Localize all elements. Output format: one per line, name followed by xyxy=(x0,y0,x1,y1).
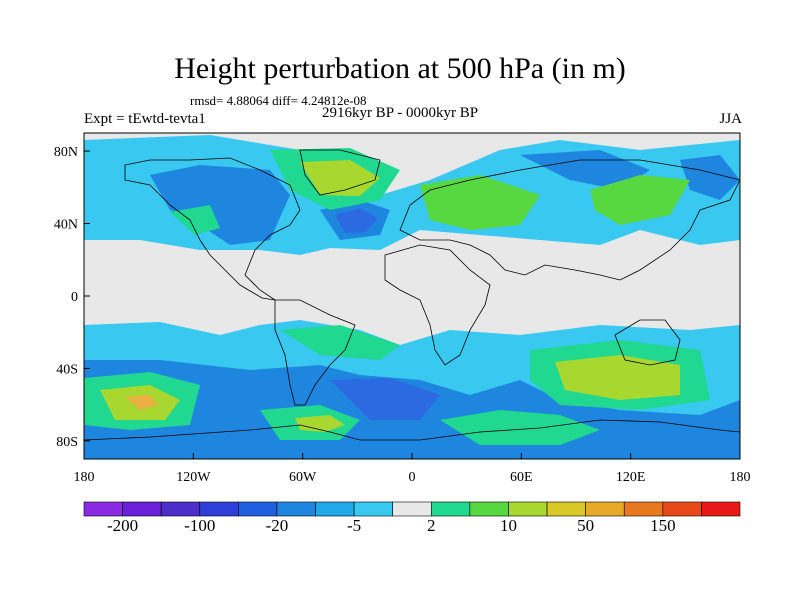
colorbar-swatch xyxy=(508,501,548,517)
lon-tick-label: 120W xyxy=(176,470,211,485)
experiment-label: Expt = tEwtd-tevta1 xyxy=(84,111,206,127)
map-title: Height perturbation at 500 hPa (in m) xyxy=(174,52,626,85)
colorbar-swatch xyxy=(430,501,471,517)
colorbar-swatch xyxy=(199,501,239,517)
colorbar-swatch xyxy=(276,501,316,517)
field-blue-namerica xyxy=(150,165,290,245)
field-green-pacific xyxy=(170,205,220,235)
colorbar-label: -20 xyxy=(265,516,289,535)
colorbar-swatch xyxy=(353,501,394,517)
coast-south-america xyxy=(274,299,356,406)
lat-tick-label: 40S xyxy=(56,362,78,377)
field-lime-indian xyxy=(555,355,680,400)
coast-eurasia xyxy=(399,159,740,281)
colorbar-label: 10 xyxy=(499,516,517,535)
colorbar-label: 50 xyxy=(577,516,595,535)
coast-greenland xyxy=(299,149,381,196)
colorbar-label: -200 xyxy=(106,516,139,535)
coast-africa xyxy=(384,244,491,366)
colorbar-swatch xyxy=(315,501,355,517)
field-darkblue-satlantic xyxy=(330,378,440,420)
lon-tick-label: 180 xyxy=(730,470,751,485)
lon-tick-label: 0 xyxy=(409,470,416,485)
field-green-sa xyxy=(280,325,400,360)
field-lime-antarctic xyxy=(295,415,345,432)
coast-north-america xyxy=(124,157,301,301)
colorbar-swatch xyxy=(160,501,201,517)
coast-antarctica xyxy=(84,419,740,441)
colorbar-swatch xyxy=(83,501,123,517)
lat-tick-label: 40N xyxy=(54,218,78,233)
coastlines xyxy=(84,149,740,441)
colorbar-swatch xyxy=(122,501,162,517)
colorbar-swatch xyxy=(546,501,586,517)
lat-tick-label: 80N xyxy=(54,145,78,160)
field-green-eurasia xyxy=(420,175,540,230)
field-green-southernocean xyxy=(440,410,600,445)
field-blue-kamchatka xyxy=(680,155,740,200)
field-green-npacific xyxy=(590,175,690,225)
colorbar-label: -5 xyxy=(347,516,362,535)
field-lime-greenland xyxy=(300,160,380,196)
colorbar-swatch xyxy=(469,501,509,517)
colorbar-label: 2 xyxy=(427,516,436,535)
stats-text: rmsd= 4.88064 diff= 4.24812e-08 xyxy=(190,93,367,108)
lat-axis: 80N 40N 0 40S 80S xyxy=(54,145,90,450)
colorbar-swatch xyxy=(623,501,664,517)
season-label: JJA xyxy=(719,111,742,127)
colorbar-swatch xyxy=(238,501,278,517)
lat-tick-label: 80S xyxy=(56,435,78,450)
period-label: 2916kyr BP - 0000kyr BP xyxy=(321,105,479,121)
colorbar-swatch xyxy=(662,501,702,517)
colorbar-swatch xyxy=(392,501,432,517)
lon-tick-label: 60W xyxy=(289,470,317,485)
lon-tick-label: 60E xyxy=(510,470,533,485)
colorbar-label: 150 xyxy=(650,516,676,535)
colorbar xyxy=(83,501,741,517)
lat-tick-label: 0 xyxy=(71,290,78,305)
lon-tick-label: 180 xyxy=(74,470,95,485)
colorbar-label: -100 xyxy=(184,516,216,535)
field-darkblue-atlantic xyxy=(335,208,378,233)
lon-tick-label: 120E xyxy=(616,470,646,485)
lon-axis: 180 120W 60W 0 60E 120E 180 xyxy=(74,453,751,485)
field-orange-spacific xyxy=(125,395,158,410)
colorbar-swatch xyxy=(585,501,625,517)
coast-australia xyxy=(614,319,681,366)
colorbar-swatch xyxy=(701,501,741,517)
